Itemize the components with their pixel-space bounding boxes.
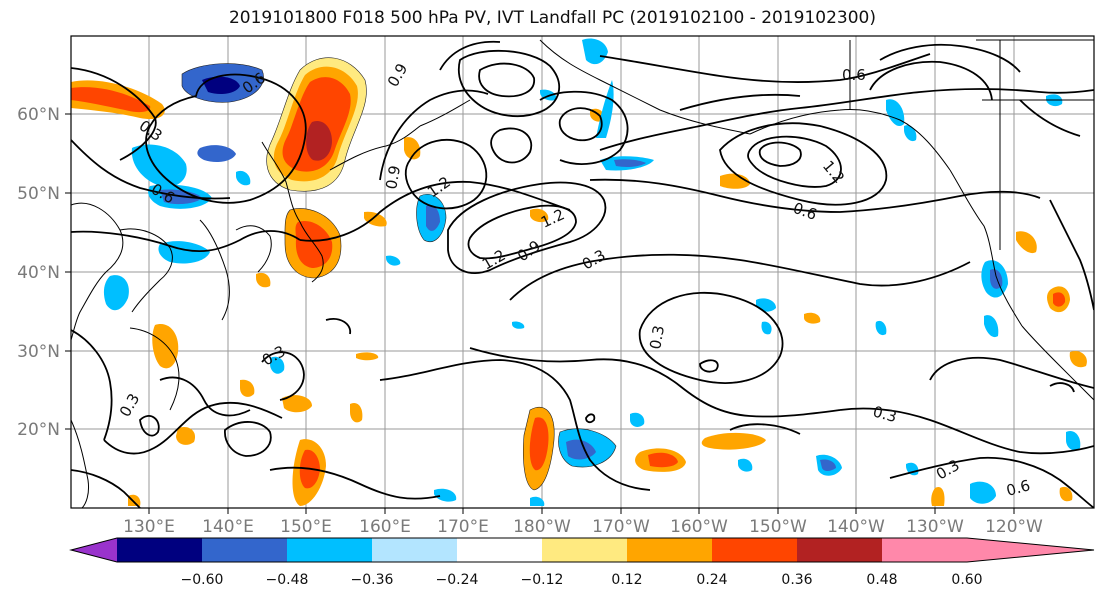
colorbar-segment — [457, 538, 542, 562]
colorbar-tick-label: −0.48 — [266, 572, 309, 588]
colorbar-segment — [287, 538, 372, 562]
colorbar-tick-label: −0.12 — [521, 572, 564, 588]
lon-label: 160°E — [359, 517, 411, 537]
colorbar-tick-label: 0.12 — [611, 572, 642, 588]
colorbar-tick-label: −0.36 — [351, 572, 394, 588]
colorbar-segment — [797, 538, 882, 562]
lon-label: 170°E — [437, 517, 489, 537]
axis-ticks — [65, 113, 1015, 514]
colorbar-segment — [542, 538, 627, 562]
colorbar-segment — [202, 538, 287, 562]
colorbar-segment — [117, 538, 202, 562]
lat-label: 50°N — [17, 184, 60, 204]
coastlines — [71, 39, 1094, 508]
contour-label: 0.9 — [382, 164, 404, 191]
colorbar-tick-label: 0.24 — [696, 572, 727, 588]
lon-label: 140°W — [827, 517, 885, 537]
colorbar-tick-label: −0.24 — [436, 572, 479, 588]
lon-label: 150°E — [280, 517, 332, 537]
lon-label: 150°W — [749, 517, 807, 537]
lon-label: 130°E — [123, 517, 175, 537]
contour-label: 0.6 — [842, 66, 866, 84]
colorbar: −0.60 −0.48 −0.36 −0.24 −0.12 0.12 0.24 … — [69, 537, 1095, 588]
longitude-labels: 130°E 140°E 150°E 160°E 170°E 180°W 170°… — [123, 517, 1043, 537]
lat-label: 60°N — [17, 105, 60, 125]
lon-label: 160°W — [670, 517, 728, 537]
colorbar-segment — [372, 538, 457, 562]
lon-label: 140°E — [202, 517, 254, 537]
chart-title: 2019101800 F018 500 hPa PV, IVT Landfall… — [228, 8, 876, 28]
colorbar-extend-high — [967, 538, 1094, 562]
lon-label: 170°W — [592, 517, 650, 537]
contour-label: 0.6 — [1004, 476, 1032, 500]
positive-anomaly-shading — [71, 57, 1087, 506]
pv-contours — [71, 40, 1094, 508]
colorbar-tick-label: 0.48 — [866, 572, 897, 588]
colorbar-tick-label: −0.60 — [181, 572, 224, 588]
lon-label: 130°W — [906, 517, 964, 537]
anomaly-outlines — [181, 57, 617, 491]
colorbar-tick-label: 0.36 — [781, 572, 812, 588]
colorbar-tick-label: 0.60 — [951, 572, 982, 588]
colorbar-extend-low — [71, 538, 117, 562]
lat-label: 40°N — [17, 263, 60, 283]
colorbar-segment — [882, 538, 967, 562]
latitude-labels: 60°N 50°N 40°N 30°N 20°N — [17, 105, 60, 440]
colorbar-segment — [712, 538, 797, 562]
contour-label: 0.3 — [871, 402, 899, 426]
lon-label: 120°W — [985, 517, 1043, 537]
lat-label: 30°N — [17, 342, 60, 362]
contour-label: 0.3 — [646, 324, 668, 351]
lat-label: 20°N — [17, 420, 60, 440]
negative-anomaly-shading — [103, 38, 1081, 506]
graticule — [71, 36, 1094, 508]
colorbar-segment — [627, 538, 712, 562]
lon-label: 180°W — [513, 517, 571, 537]
